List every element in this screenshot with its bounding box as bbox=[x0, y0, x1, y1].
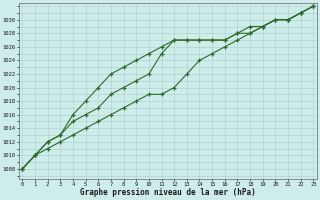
X-axis label: Graphe pression niveau de la mer (hPa): Graphe pression niveau de la mer (hPa) bbox=[80, 188, 256, 197]
